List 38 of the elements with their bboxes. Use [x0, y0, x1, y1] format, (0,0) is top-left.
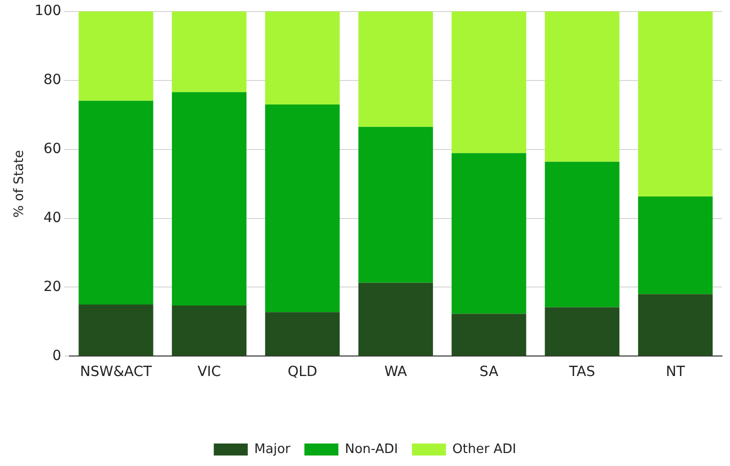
y-axis-title: % of State [12, 150, 28, 218]
bar [265, 312, 340, 356]
x-tick-label: NT [666, 364, 686, 380]
legend-label: Non-ADI [344, 442, 398, 457]
y-tick-label: 100 [34, 3, 62, 20]
bar [78, 100, 154, 304]
bar [638, 294, 713, 356]
bar [265, 11, 340, 104]
legend-label: Major [254, 442, 292, 457]
bar [265, 104, 340, 312]
bar [358, 126, 433, 283]
bar [172, 92, 246, 306]
bar [452, 153, 526, 314]
bar [78, 304, 154, 356]
y-tick-label: 80 [43, 72, 62, 88]
bar [638, 196, 713, 294]
bar [544, 162, 620, 308]
x-tick-label: WA [384, 364, 408, 380]
x-tick-label: TAS [568, 364, 596, 380]
x-tick-label: SA [480, 364, 499, 380]
bar [544, 307, 620, 356]
y-tick-label: 20 [43, 278, 62, 295]
x-tick-label: QLD [288, 364, 318, 380]
bar [358, 11, 433, 127]
bar [172, 11, 246, 92]
x-tick-label: VIC [197, 364, 222, 380]
bar [544, 11, 620, 162]
y-tick-label: 60 [43, 140, 62, 157]
legend-label: Other ADI [452, 442, 516, 457]
bar [172, 306, 246, 356]
y-tick-label: 40 [43, 210, 62, 226]
bar [452, 314, 526, 356]
bar [452, 11, 526, 154]
bar [358, 282, 433, 356]
bar [78, 11, 154, 101]
x-tick-label: NSW&ACT [80, 364, 152, 380]
y-tick-label: 0 [52, 348, 62, 364]
bar [638, 11, 713, 197]
